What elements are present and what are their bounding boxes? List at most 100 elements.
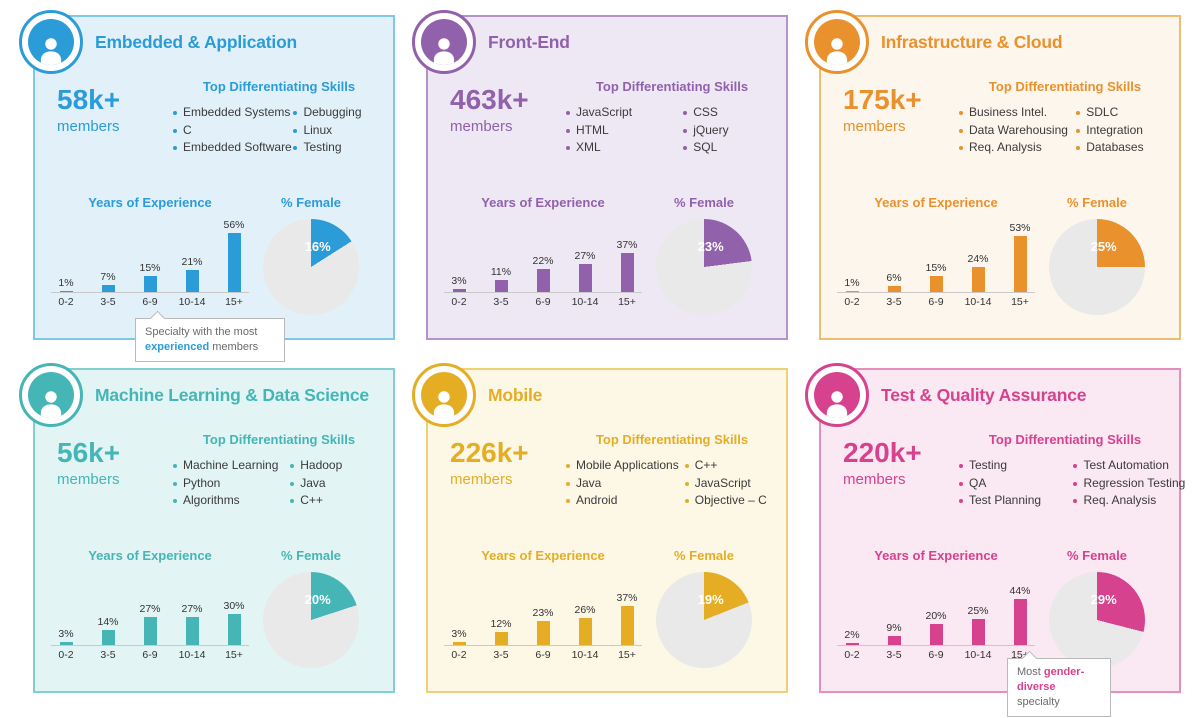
person-avatar-icon [805, 363, 869, 427]
bar-category-label: 3-5 [493, 649, 509, 661]
bar [929, 276, 943, 292]
experience-bar-chart: Years of Experience 3% 11% 22% 27% 37% 0… [444, 195, 642, 308]
bar-category-label: 0-2 [844, 649, 860, 661]
bar [578, 617, 592, 645]
female-pie-chart: % Female 20% [243, 548, 379, 668]
skill-item: Android [566, 492, 679, 510]
bullet-icon [959, 146, 963, 150]
skills-title: Top Differentiating Skills [202, 432, 356, 447]
bar-value-label: 27% [181, 602, 203, 615]
skills-column-1: Business Intel. Data Warehousing Req. An… [959, 104, 1070, 157]
members-label: members [843, 117, 906, 135]
bar-column: 9% [880, 622, 908, 645]
person-silhouette-icon [814, 372, 860, 418]
bar-category-label: 10-14 [571, 649, 599, 661]
pie-value-label: 19% [697, 592, 724, 607]
skill-item: Machine Learning [173, 457, 284, 475]
female-title: % Female [674, 548, 734, 563]
bullet-icon [566, 111, 570, 115]
experience-bar-chart: Years of Experience 3% 12% 23% 26% 37% 0… [444, 548, 642, 661]
bullet-icon [683, 111, 688, 115]
bar [1013, 236, 1027, 292]
bar-category-label: 15+ [225, 649, 243, 661]
bar-column: 14% [94, 616, 122, 645]
bar-category-axis: 0-2 3-5 6-9 10-14 15+ [51, 296, 249, 308]
female-title: % Female [281, 195, 341, 210]
bar-value-label: 25% [967, 604, 989, 617]
skills-column-1: Mobile Applications Java Android [566, 457, 679, 510]
members-stat: 175k+ members [843, 84, 922, 135]
bar-category-label: 10-14 [964, 296, 992, 308]
bar-column: 26% [571, 604, 599, 645]
bar-value-label: 22% [532, 254, 554, 267]
bars-area: 2% 9% 20% 25% 44% [837, 569, 1035, 646]
bar-category-axis: 0-2 3-5 6-9 10-14 15+ [444, 296, 642, 308]
female-title: % Female [674, 195, 734, 210]
bar-column: 53% [1006, 222, 1034, 292]
skill-item: CSS [683, 104, 778, 122]
skill-item: C [173, 122, 287, 140]
bar-value-label: 3% [451, 274, 467, 287]
skill-item: Data Warehousing [959, 122, 1070, 140]
members-label: members [450, 117, 513, 135]
bullet-icon [1076, 146, 1081, 150]
bar-category-axis: 0-2 3-5 6-9 10-14 15+ [51, 649, 249, 661]
bar [929, 624, 943, 645]
bar-value-label: 14% [97, 616, 119, 629]
bar [494, 280, 508, 292]
female-pie-chart: % Female 23% [636, 195, 772, 315]
skill-item: Algorithms [173, 492, 284, 510]
skill-item: Databases [1076, 139, 1171, 157]
bar [143, 276, 157, 292]
bar [227, 613, 241, 645]
bar-value-label: 24% [967, 252, 989, 265]
bar [494, 632, 508, 645]
members-label: members [450, 470, 513, 488]
bar-column: 20% [922, 610, 950, 645]
person-avatar-icon [412, 10, 476, 74]
bullet-icon [173, 128, 177, 133]
skill-item: Test Planning [959, 492, 1067, 510]
members-label: members [57, 117, 120, 135]
bar-value-label: 7% [100, 270, 116, 283]
bullet-icon [684, 481, 689, 486]
bar-value-label: 11% [490, 266, 512, 279]
female-pie-chart: % Female 19% [636, 548, 772, 668]
skills-column-1: Machine Learning Python Algorithms [173, 457, 284, 510]
bullet-icon [566, 481, 570, 486]
panel-infrastructure-cloud: Infrastructure & Cloud 175k+ members Top… [805, 10, 1181, 340]
bar [185, 616, 199, 645]
bar-category-label: 3-5 [886, 296, 902, 308]
bar [887, 635, 901, 645]
bar [620, 606, 634, 645]
bar-value-label: 56% [223, 219, 245, 232]
person-silhouette-icon [28, 19, 74, 65]
experience-bar-chart: Years of Experience 3% 14% 27% 27% 30% 0… [51, 548, 249, 661]
bar-column: 7% [94, 271, 122, 292]
skill-item: JavaScript [566, 104, 677, 122]
bar-category-axis: 0-2 3-5 6-9 10-14 15+ [444, 649, 642, 661]
skills-column-2: CSS jQuery SQL [683, 104, 778, 157]
skill-item: Python [173, 475, 284, 493]
bar-column: 1% [52, 277, 80, 292]
members-count: 220k+ [843, 437, 922, 468]
skill-item: Objective – C [684, 492, 778, 510]
bullet-icon [290, 464, 295, 468]
bar [845, 290, 859, 292]
bar-category-label: 6-9 [535, 296, 551, 308]
bar-value-label: 27% [139, 602, 161, 615]
bar-category-label: 15+ [618, 649, 636, 661]
bar-category-label: 0-2 [451, 296, 467, 308]
bar-column: 3% [445, 628, 473, 645]
experience-title: Years of Experience [88, 548, 212, 563]
bar [59, 290, 73, 292]
callout-most-experienced: Specialty with the most experienced memb… [135, 318, 285, 362]
bar [143, 616, 157, 645]
skills-title: Top Differentiating Skills [988, 79, 1142, 94]
skill-item: jQuery [683, 122, 778, 140]
bullet-icon [959, 481, 963, 486]
bar-column: 23% [529, 607, 557, 645]
bullet-icon [566, 499, 570, 503]
bar-value-label: 1% [844, 276, 860, 289]
